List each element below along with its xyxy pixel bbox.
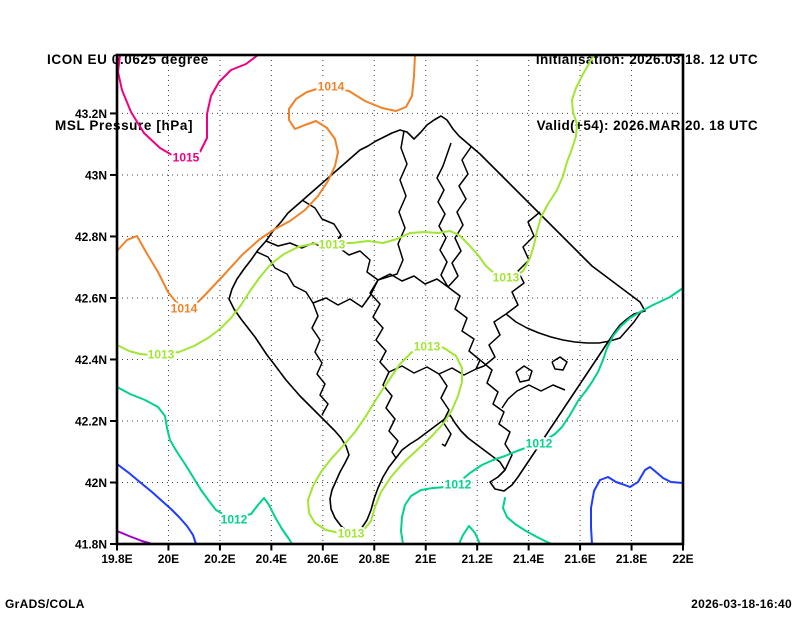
x-axis-tick-label: 20.2E [204, 552, 235, 566]
y-axis-tick-label: 42.6N [75, 291, 107, 305]
x-axis-tick-label: 21E [415, 552, 436, 566]
municipality-border [479, 359, 513, 471]
isobar-unlabeled [116, 463, 197, 545]
grads-credit: GrADS/COLA [5, 597, 85, 611]
municipality-border [551, 356, 568, 371]
x-axis-tick-label: 19.8E [101, 552, 132, 566]
municipality-border [382, 371, 399, 459]
municipality-border [377, 130, 408, 281]
municipality-border [501, 384, 566, 409]
y-axis-tick-label: 42.8N [75, 230, 107, 244]
y-axis-tick-label: 43N [85, 168, 107, 182]
municipality-border [505, 211, 541, 315]
municipality-border [312, 279, 379, 308]
x-axis-tick-label: 21.6E [564, 552, 595, 566]
isobar-unlabeled [116, 530, 156, 545]
municipality-border [447, 286, 481, 361]
municipality-border [311, 302, 329, 416]
x-axis-tick-label: 21.8E [616, 552, 647, 566]
municipality-border [475, 313, 507, 370]
y-axis-tick-label: 42.4N [75, 353, 107, 367]
isobar-1012 [400, 287, 684, 545]
isobar-1013 [116, 54, 595, 356]
x-axis-tick-label: 20.4E [256, 552, 287, 566]
y-axis-tick-label: 42N [85, 476, 107, 490]
creation-timestamp: 2026-03-18-16:40 [691, 597, 792, 611]
isobar-label-1014: 1014 [171, 302, 198, 316]
x-axis-tick-label: 21.2E [462, 552, 493, 566]
municipality-border [256, 251, 314, 304]
y-axis-tick-label: 41.8N [75, 538, 107, 552]
isobar-label-1012: 1012 [445, 478, 472, 492]
isobar-unlabeled [590, 466, 684, 545]
municipality-border [438, 373, 452, 447]
y-axis-tick-label: 42.2N [75, 414, 107, 428]
municipality-border [515, 365, 533, 383]
isobar-label-1014: 1014 [318, 80, 345, 94]
x-axis-tick-label: 20E [158, 552, 179, 566]
isobar-1013 [307, 344, 463, 535]
municipality-border [377, 273, 449, 288]
isobar-label-1013: 1013 [493, 271, 520, 285]
plot-frame [115, 53, 685, 546]
valid-time: Valid(+54): 2026.MAR.20. 18 UTC [536, 118, 758, 133]
x-axis-tick-label: 20.8E [359, 552, 390, 566]
isobar-label-1013: 1013 [338, 527, 365, 541]
municipality-border [301, 199, 379, 281]
municipality-border [505, 311, 642, 344]
municipality-border [369, 279, 390, 373]
isobar-label-1013: 1013 [414, 340, 441, 354]
y-axis-tick-label: 43.2N [75, 107, 107, 121]
isobar-1012 [458, 525, 481, 545]
x-axis-tick-label: 20.6E [307, 552, 338, 566]
isobar-label-1013: 1013 [319, 238, 346, 252]
isobar-label-1015: 1015 [173, 151, 200, 165]
isobar-1012 [116, 386, 293, 545]
municipality-border [447, 146, 472, 288]
isobar-label-1012: 1012 [526, 437, 553, 451]
isobar-1014 [116, 54, 416, 311]
isobar-label-1012: 1012 [221, 513, 248, 527]
x-axis-tick-label: 22E [672, 552, 693, 566]
isobar-1015 [117, 54, 259, 156]
municipality-border [436, 142, 452, 288]
isobar-1012 [502, 497, 553, 545]
isobar-label-1013: 1013 [148, 348, 175, 362]
x-axis-tick-label: 21.4E [513, 552, 544, 566]
